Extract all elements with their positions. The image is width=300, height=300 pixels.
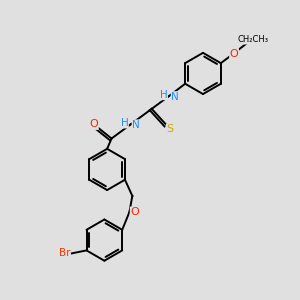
Text: S: S xyxy=(166,124,173,134)
Text: O: O xyxy=(230,49,239,59)
Text: H: H xyxy=(121,118,128,128)
Text: N: N xyxy=(171,92,179,102)
Text: N: N xyxy=(132,120,140,130)
Text: Br: Br xyxy=(59,248,70,258)
Text: H: H xyxy=(160,90,167,100)
Text: O: O xyxy=(130,207,139,217)
Text: O: O xyxy=(89,119,98,129)
Text: CH₂CH₃: CH₂CH₃ xyxy=(238,35,269,44)
